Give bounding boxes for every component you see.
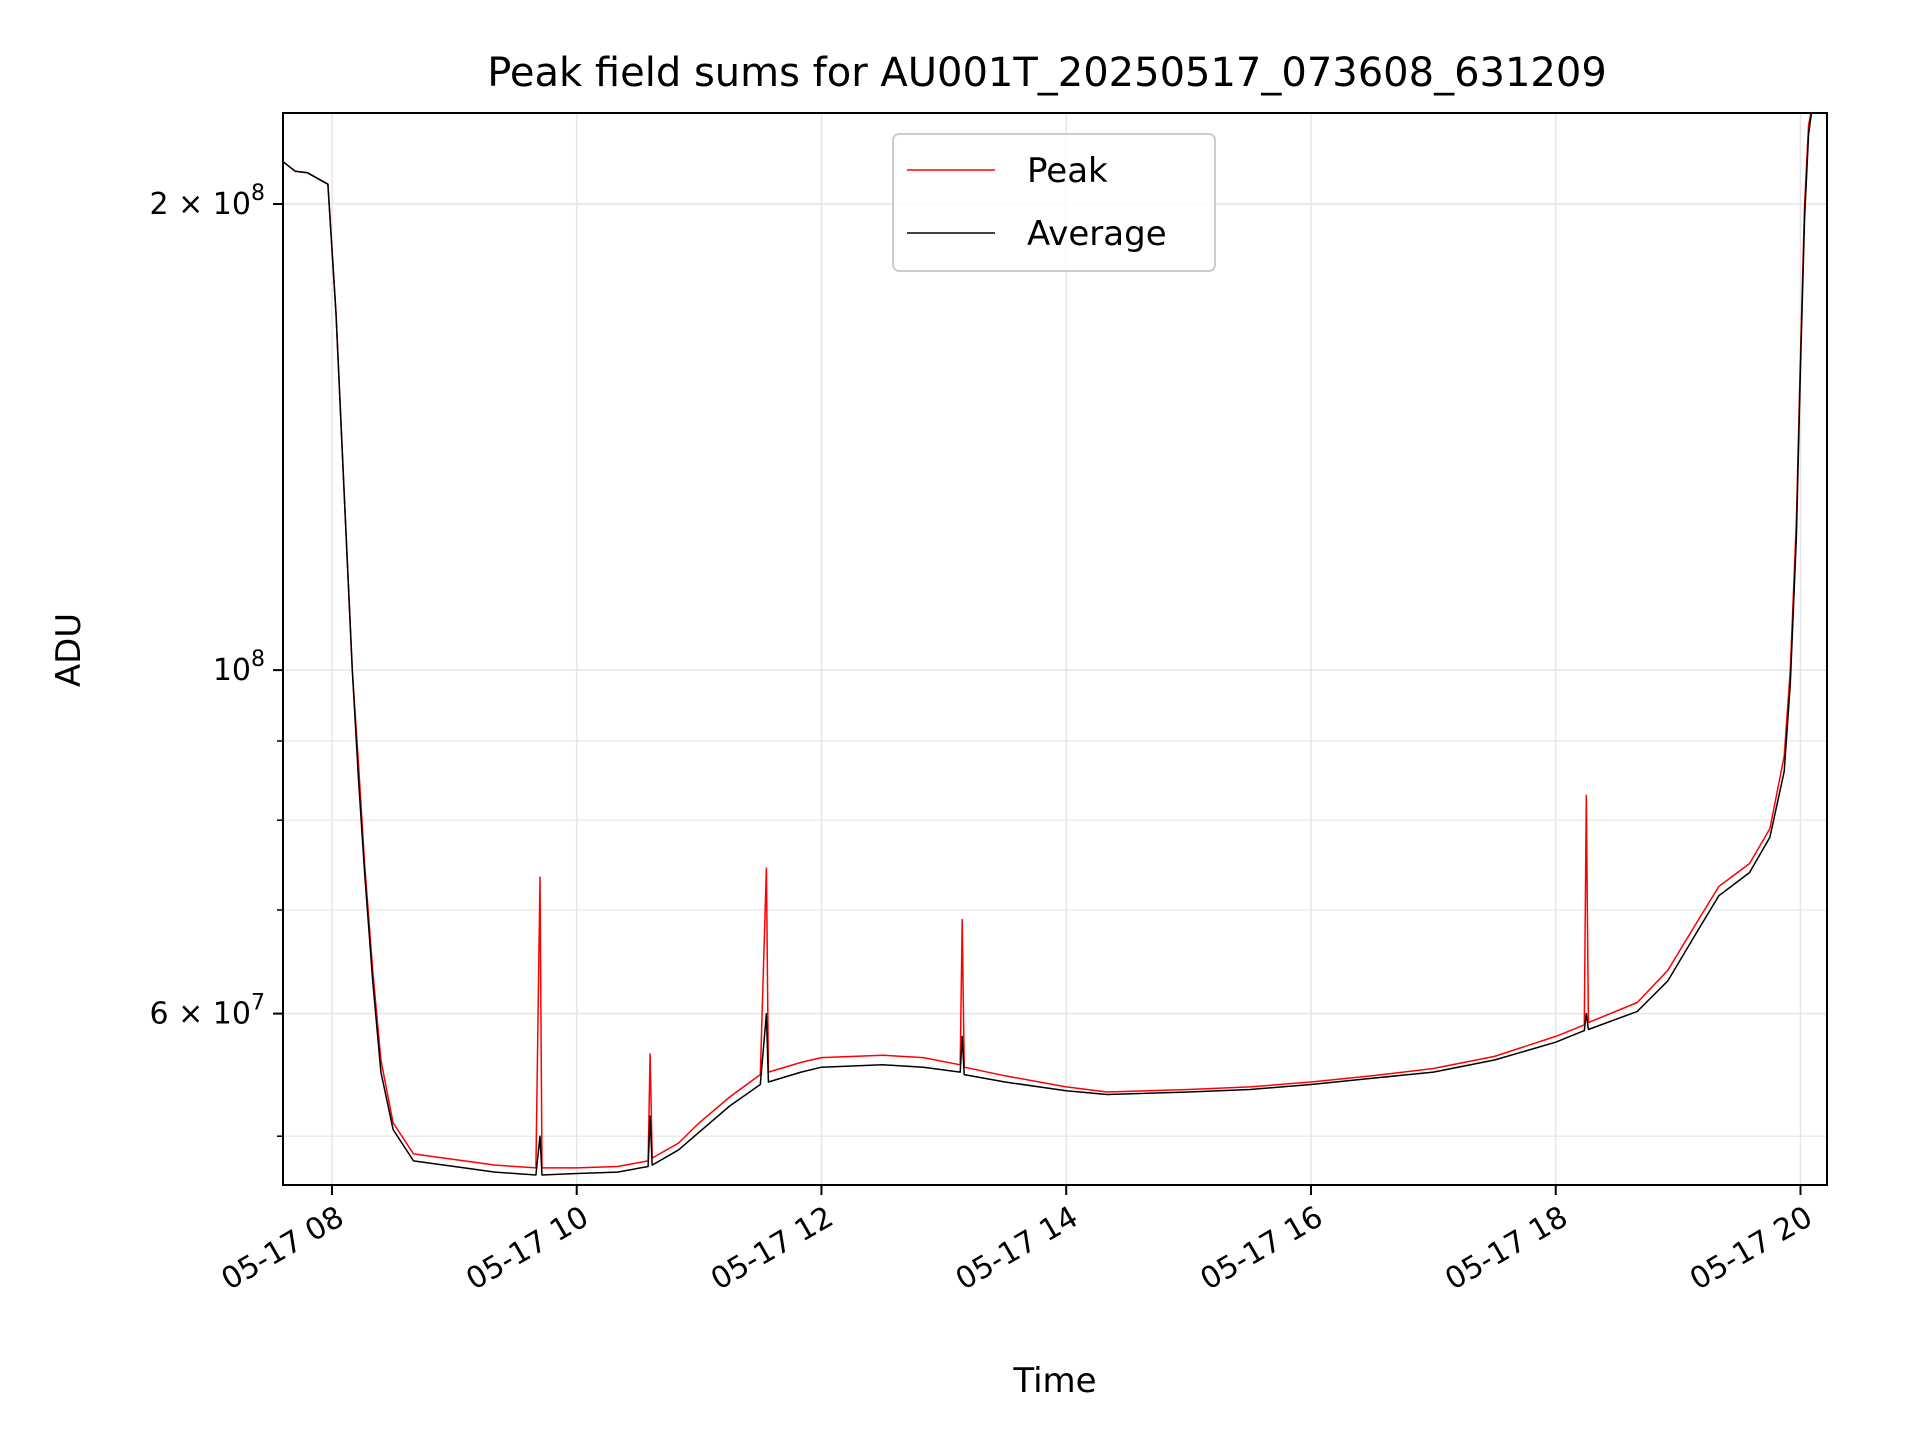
series-lines xyxy=(283,113,1813,1176)
y-axis-ticks: 2 × 108 108 6 × 107 xyxy=(150,181,283,1137)
series-line-peak xyxy=(283,113,1812,1169)
plot-area-frame xyxy=(282,112,1828,1186)
grid-lines xyxy=(283,113,1827,1185)
chart-title: Peak field sums for AU001T_20250517_0736… xyxy=(487,50,1607,96)
x-axis-label: Time xyxy=(1012,1361,1096,1401)
y-tick-label: 2 × 108 xyxy=(150,181,265,222)
y-tick-label: 6 × 107 xyxy=(150,991,265,1032)
y-tick-label: 108 xyxy=(213,647,265,688)
y-axis-label: ADU xyxy=(49,613,89,687)
legend-box xyxy=(892,133,1216,272)
series-line-average xyxy=(283,113,1813,1176)
legend-label-average: Average xyxy=(1027,214,1167,254)
legend-label-peak: Peak xyxy=(1027,151,1108,191)
legend: Peak Average xyxy=(892,133,1216,272)
